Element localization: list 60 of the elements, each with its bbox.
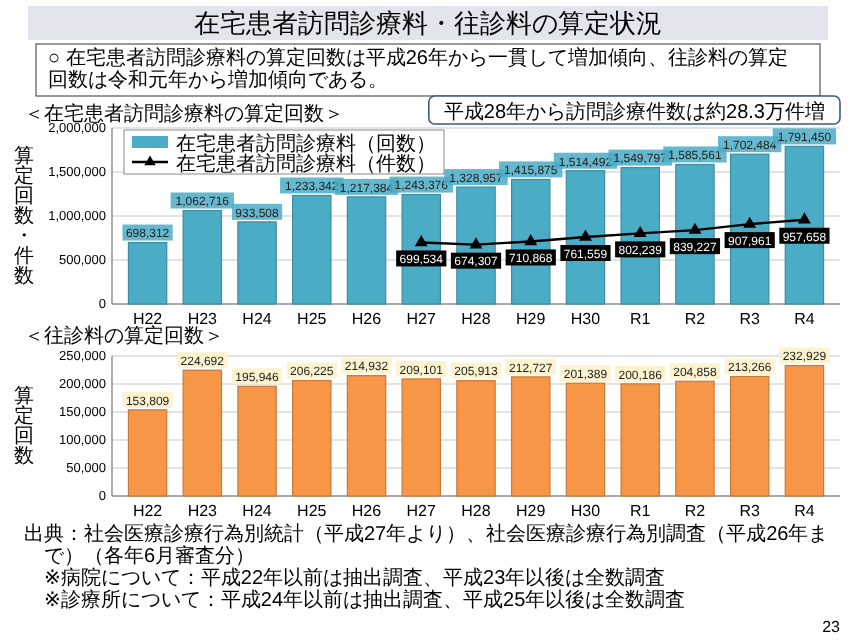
x-tick-label: H28 [461, 502, 492, 520]
y-axis-title: 算定回数 [14, 384, 34, 468]
point [414, 235, 428, 247]
bar [510, 376, 551, 497]
bar [292, 379, 332, 497]
x-tick-label: H22 [132, 502, 164, 520]
x-tick-label: H29 [516, 310, 547, 328]
x-tick-label: H24 [242, 502, 273, 520]
x-tick-label: H30 [570, 502, 602, 520]
point [688, 222, 702, 234]
chart-subtitle: ○ 在宅患者訪問診療料の算定回数は平成26年から一貫して増加傾向、往診料の算定回数は令和元年から増加傾向である。 [48, 46, 788, 92]
x-tick-label: R1 [629, 502, 652, 520]
bar [565, 382, 606, 497]
bar [346, 375, 387, 497]
bar [127, 409, 168, 497]
x-tick-label: H27 [406, 502, 438, 520]
text: 平成28年から訪問診療件数は約28.3万件増 [443, 100, 825, 124]
bar [401, 378, 442, 497]
point [469, 237, 483, 249]
chart-title: ＜往診料の算定回数＞ [24, 324, 224, 348]
x-tick-label: H23 [187, 310, 219, 328]
point [524, 234, 538, 246]
bar [182, 369, 223, 497]
x-tick-label: R4 [794, 310, 816, 328]
x-tick-label: H25 [297, 502, 328, 520]
x-tick-label: H30 [570, 310, 602, 328]
bar [675, 380, 715, 497]
x-tick-label: H29 [516, 502, 547, 520]
x-tick-label: R3 [739, 502, 761, 520]
x-tick-label: R3 [739, 310, 761, 328]
x-tick-label: H23 [187, 502, 219, 520]
series-label: 在宅患者訪問診療料（回数） [176, 132, 436, 156]
x-tick-label: R4 [794, 502, 816, 520]
point [743, 216, 757, 228]
text: ※病院について：平成22年以前は抽出調査、平成23年以後は全数調査 [44, 566, 666, 590]
x-tick-label: R1 [629, 310, 652, 328]
x-tick-label: H28 [461, 310, 492, 328]
text: ＜在宅患者訪問診療料の算定回数＞ [24, 102, 344, 126]
y-axis-title: 算定回数・件数 [14, 144, 34, 288]
x-tick-label: R2 [684, 310, 707, 328]
bar [729, 375, 770, 497]
bar [237, 385, 277, 497]
point [797, 212, 811, 224]
x-tick-label: H26 [351, 502, 383, 520]
chart-title: 在宅患者訪問診療料・往診料の算定状況 [194, 8, 662, 38]
x-tick-label: R2 [684, 502, 707, 520]
x-tick-label: H27 [406, 310, 438, 328]
text: ※診療所について：平成24年以前は抽出調査、平成25年以後は全数調査 [44, 588, 686, 612]
source-note: 出典：社会医療診療行為別統計（平成27年より）、社会医療診療行為別調査（平成26年まで）（各年6月審査分） [24, 522, 829, 568]
bar [456, 380, 496, 497]
point [633, 225, 647, 238]
bar [620, 383, 660, 497]
x-tick-label: H26 [351, 310, 383, 328]
x-tick-label: H24 [242, 310, 273, 328]
bar [784, 364, 825, 497]
point [579, 229, 592, 241]
legend-label: 在宅患者訪問診療料（件数） [176, 152, 436, 176]
text: 23 [822, 618, 842, 636]
x-tick-label: H22 [132, 310, 164, 328]
x-tick-label: H25 [297, 310, 328, 328]
